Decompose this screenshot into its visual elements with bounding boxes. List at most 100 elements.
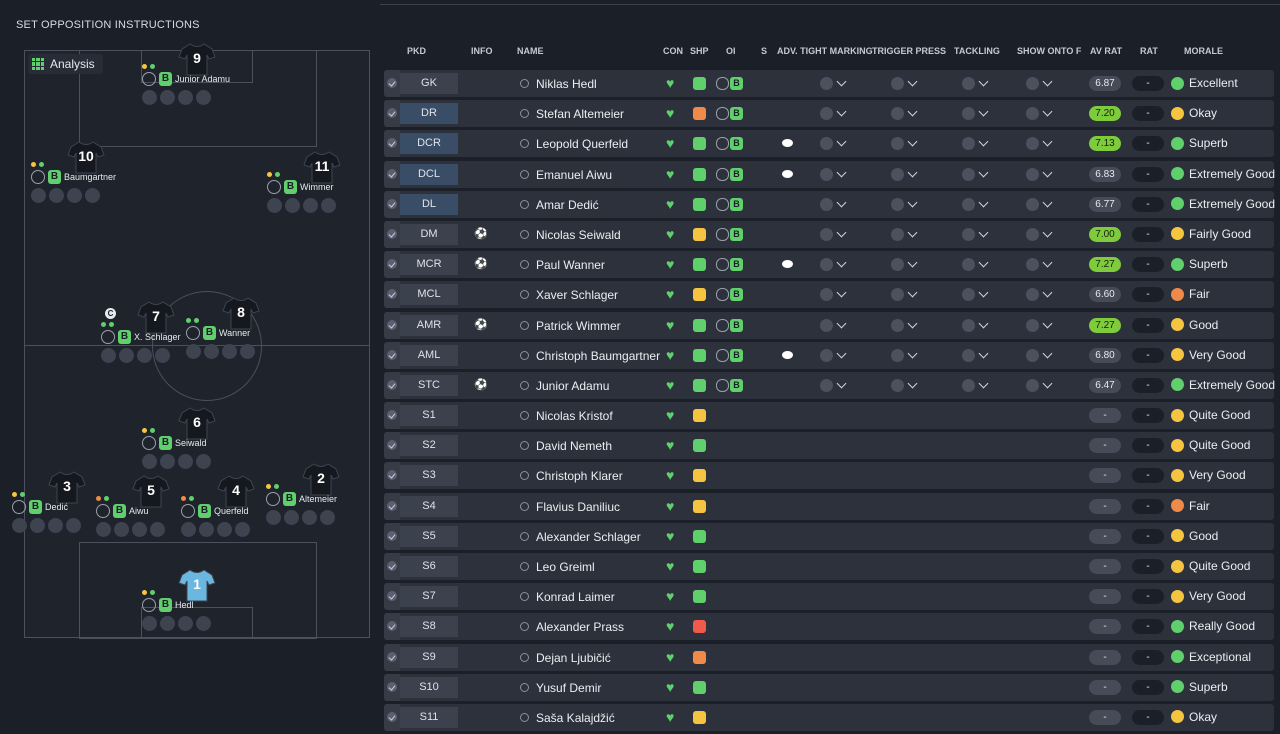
trigger-press-dropdown[interactable]	[891, 348, 918, 362]
tight-marking-dropdown[interactable]	[820, 378, 847, 392]
pitch-player[interactable]: 9 B Junior Adamu	[142, 42, 252, 122]
instruction-icons[interactable]	[266, 510, 335, 525]
pitch-player[interactable]: 11 B Wimmer	[267, 150, 377, 230]
player-name[interactable]: Alexander Prass	[520, 620, 624, 634]
player-name[interactable]: Nicolas Seiwald	[520, 228, 621, 242]
player-name[interactable]: Amar Dedić	[520, 198, 599, 212]
b-badge[interactable]: B	[284, 180, 297, 194]
b-badge[interactable]: B	[203, 326, 216, 340]
tight-marking-dropdown[interactable]	[820, 106, 847, 121]
table-row[interactable]: S11 Saša Kalajdžić ♥ - - Okay	[384, 703, 1274, 731]
show-onto-foot-dropdown[interactable]	[1026, 257, 1053, 272]
instruction-icon[interactable]	[142, 598, 156, 612]
picked-checkbox[interactable]	[384, 100, 400, 128]
trigger-press-dropdown[interactable]	[891, 106, 918, 121]
tackling-dropdown[interactable]	[962, 167, 989, 181]
picked-checkbox[interactable]	[384, 432, 400, 460]
trigger-press-dropdown[interactable]	[891, 136, 918, 151]
player-name[interactable]: Nicolas Kristof	[520, 409, 613, 423]
header-pkd[interactable]: PKD	[407, 46, 427, 56]
table-row[interactable]: STC ⚽ Junior Adamu ♥ B 6.47 - Extremely …	[384, 371, 1275, 399]
table-row[interactable]: GK Niklas Hedl ♥ B 6.87 - Excellent	[384, 70, 1274, 97]
tackling-dropdown[interactable]	[962, 106, 989, 121]
b-badge[interactable]: B	[118, 330, 131, 344]
instruction-icon[interactable]	[142, 72, 156, 86]
instruction-icon[interactable]	[101, 330, 115, 344]
picked-checkbox[interactable]	[384, 70, 400, 97]
instruction-icons[interactable]	[267, 198, 336, 213]
player-name[interactable]: Konrad Laimer	[520, 590, 615, 604]
instruction-icons[interactable]	[181, 522, 250, 537]
player-name[interactable]: Alexander Schlager	[520, 530, 641, 544]
pitch-player[interactable]: 10 B Baumgartner	[31, 140, 141, 220]
opposition-instruction[interactable]: B	[716, 227, 743, 241]
picked-checkbox[interactable]	[384, 613, 400, 641]
table-row[interactable]: DCR Leopold Querfeld ♥ B 7.13 - Superb	[384, 130, 1274, 158]
player-name[interactable]: Paul Wanner	[520, 258, 605, 272]
picked-checkbox[interactable]	[384, 583, 400, 611]
pitch-player[interactable]: 2 B Altemeier	[266, 462, 376, 542]
speech-bubble-icon[interactable]	[782, 169, 793, 178]
table-row[interactable]: DCL Emanuel Aiwu ♥ B 6.83 - Extremely Go…	[384, 160, 1275, 188]
instruction-icon[interactable]	[96, 504, 110, 518]
tackling-dropdown[interactable]	[962, 287, 989, 302]
tackling-dropdown[interactable]	[962, 197, 989, 211]
picked-checkbox[interactable]	[384, 281, 400, 309]
tackling-dropdown[interactable]	[962, 378, 989, 392]
b-badge[interactable]: B	[198, 504, 211, 518]
tight-marking-dropdown[interactable]	[820, 348, 847, 362]
show-onto-foot-dropdown[interactable]	[1026, 106, 1053, 121]
trigger-press-dropdown[interactable]	[891, 197, 918, 211]
opposition-instruction[interactable]: B	[716, 288, 743, 302]
tight-marking-dropdown[interactable]	[820, 197, 847, 211]
pitch-player[interactable]: 3 B Dedić	[12, 470, 122, 550]
picked-checkbox[interactable]	[384, 160, 400, 188]
trigger-press-dropdown[interactable]	[891, 76, 918, 90]
instruction-icons[interactable]	[96, 522, 165, 537]
header-rat[interactable]: RAT	[1140, 46, 1158, 56]
show-onto-foot-dropdown[interactable]	[1026, 348, 1053, 362]
table-row[interactable]: S6 Leo Greiml ♥ - - Quite Good	[384, 553, 1274, 580]
instruction-icons[interactable]	[186, 344, 255, 359]
picked-checkbox[interactable]	[384, 643, 400, 671]
b-badge[interactable]: B	[159, 436, 172, 450]
table-row[interactable]: AMR ⚽ Patrick Wimmer ♥ B 7.27 - Good	[384, 311, 1274, 339]
instruction-icons[interactable]	[101, 348, 170, 363]
trigger-press-dropdown[interactable]	[891, 287, 918, 302]
header-trigger-press[interactable]: TRIGGER PRESS	[872, 46, 947, 56]
tight-marking-dropdown[interactable]	[820, 76, 847, 90]
show-onto-foot-dropdown[interactable]	[1026, 136, 1053, 151]
instruction-icons[interactable]	[142, 616, 211, 631]
speech-bubble-icon[interactable]	[782, 139, 793, 148]
player-name[interactable]: Dejan Ljubičić	[520, 651, 611, 665]
player-name[interactable]: Niklas Hedl	[520, 77, 597, 91]
picked-checkbox[interactable]	[384, 220, 400, 248]
header-morale[interactable]: MORALE	[1184, 46, 1223, 56]
b-badge[interactable]: B	[159, 72, 172, 86]
table-row[interactable]: AML Christoph Baumgartner ♥ B 6.80 - Ver…	[384, 341, 1274, 369]
opposition-instruction[interactable]: B	[716, 77, 743, 90]
table-row[interactable]: DL Amar Dedić ♥ B 6.77 - Extremely Good	[384, 190, 1275, 218]
table-row[interactable]: S9 Dejan Ljubičić ♥ - - Exceptional	[384, 643, 1274, 671]
trigger-press-dropdown[interactable]	[891, 167, 918, 181]
tackling-dropdown[interactable]	[962, 227, 989, 241]
header-s[interactable]: S	[761, 46, 768, 56]
player-name[interactable]: Junior Adamu	[520, 379, 609, 393]
instruction-icon[interactable]	[142, 436, 156, 450]
table-row[interactable]: S8 Alexander Prass ♥ - - Really Good	[384, 613, 1274, 641]
table-row[interactable]: DM ⚽ Nicolas Seiwald ♥ B 7.00 - Fairly G…	[384, 220, 1274, 248]
player-name[interactable]: Leo Greiml	[520, 560, 595, 574]
b-badge[interactable]: B	[283, 492, 296, 506]
tight-marking-dropdown[interactable]	[820, 227, 847, 241]
pitch-player[interactable]: 8 B Wanner	[186, 296, 296, 376]
show-onto-foot-dropdown[interactable]	[1026, 227, 1053, 241]
picked-checkbox[interactable]	[384, 402, 400, 430]
instruction-icon[interactable]	[267, 180, 281, 194]
pitch-player[interactable]: 5 B Aiwu	[96, 474, 206, 554]
trigger-press-dropdown[interactable]	[891, 257, 918, 272]
instruction-icon[interactable]	[186, 326, 200, 340]
tackling-dropdown[interactable]	[962, 136, 989, 151]
show-onto-foot-dropdown[interactable]	[1026, 197, 1053, 211]
instruction-icon[interactable]	[12, 500, 26, 514]
instruction-icon[interactable]	[266, 492, 280, 506]
